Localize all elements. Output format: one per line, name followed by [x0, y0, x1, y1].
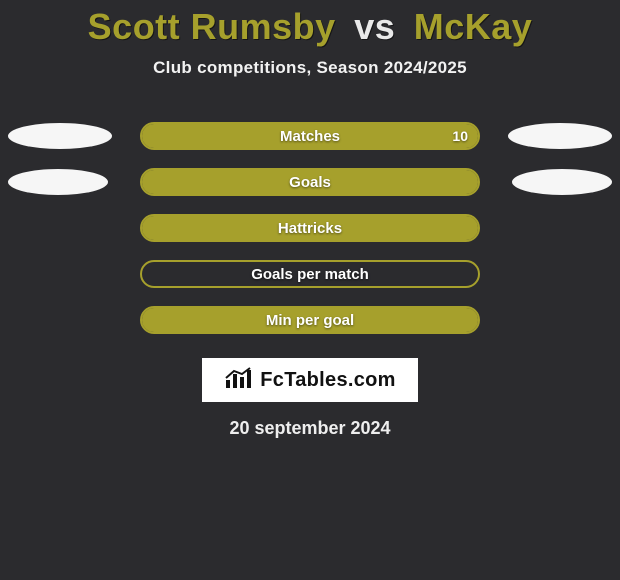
metric-bar: Goals — [140, 168, 480, 196]
metric-label: Goals — [289, 174, 331, 191]
metric-bar: Min per goal — [140, 306, 480, 334]
right-bubble — [512, 169, 612, 195]
left-bubble — [8, 169, 108, 195]
vs-text: vs — [354, 6, 395, 47]
page-title: Scott Rumsby vs McKay — [0, 6, 620, 48]
page: Scott Rumsby vs McKay Club competitions,… — [0, 6, 620, 580]
metric-row: Goals — [0, 160, 620, 206]
metric-label: Min per goal — [266, 312, 354, 329]
metric-row: Goals per match — [0, 252, 620, 298]
metrics-list: Matches 10 Goals Hattricks Goals per match Mi… — [0, 114, 620, 344]
left-bubble — [8, 123, 112, 149]
metric-row: Hattricks — [0, 206, 620, 252]
metric-bar: Goals per match — [140, 260, 480, 288]
metric-label: Hattricks — [278, 220, 342, 237]
player2-name: McKay — [414, 6, 533, 47]
metric-bar: Matches 10 — [140, 122, 480, 150]
right-bubble — [508, 123, 612, 149]
bar-chart-icon — [224, 366, 254, 395]
metric-right-value: 10 — [452, 128, 468, 144]
logo-box[interactable]: FcTables.com — [202, 358, 418, 402]
date-text: 20 september 2024 — [0, 418, 620, 439]
metric-row: Matches 10 — [0, 114, 620, 160]
subtitle: Club competitions, Season 2024/2025 — [0, 58, 620, 78]
player1-name: Scott Rumsby — [88, 6, 336, 47]
metric-row: Min per goal — [0, 298, 620, 344]
metric-label: Goals per match — [251, 266, 369, 283]
metric-label: Matches — [280, 128, 340, 145]
logo-text: FcTables.com — [260, 369, 396, 392]
metric-bar: Hattricks — [140, 214, 480, 242]
